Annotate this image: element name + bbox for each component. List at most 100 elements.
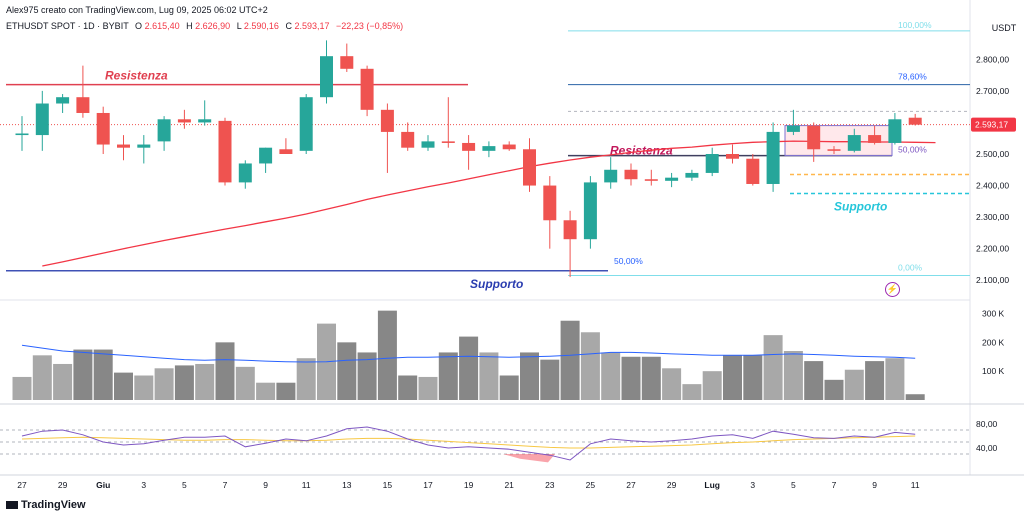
volume-bar	[885, 358, 905, 400]
volume-bar	[763, 335, 783, 400]
time-tick-label: 27	[17, 480, 27, 490]
candle-body	[523, 149, 536, 186]
candle-body	[340, 56, 354, 69]
volume-bar	[296, 358, 316, 400]
moving-average-line	[42, 140, 936, 267]
rsi-tick-label: 80,00	[976, 419, 998, 429]
volume-bar	[621, 356, 641, 400]
volume-bar	[256, 382, 276, 400]
volume-bar	[276, 382, 296, 400]
support-label-right: Supporto	[834, 199, 887, 213]
time-tick-label: 21	[504, 480, 514, 490]
candle-body	[76, 97, 90, 113]
candle-body	[380, 109, 394, 132]
candle-body	[786, 125, 800, 132]
candle-body	[441, 141, 455, 143]
volume-bar	[377, 310, 397, 400]
price-tick-label: 2.200,00	[976, 244, 1009, 254]
fib-label-100: 100,00%	[898, 20, 932, 30]
volume-bar	[865, 361, 885, 400]
volume-bar	[601, 352, 621, 400]
volume-bar	[174, 365, 194, 400]
volume-bar	[662, 368, 682, 400]
volume-bar	[398, 375, 418, 400]
candle-body	[462, 142, 476, 151]
price-tick-label: 2.800,00	[976, 54, 1009, 64]
currency-label: USDT	[992, 23, 1017, 33]
volume-bar	[783, 351, 803, 400]
volume-bar	[438, 352, 458, 400]
time-tick-label: 3	[141, 480, 146, 490]
open-label: O	[135, 21, 143, 31]
candle-body	[807, 125, 821, 150]
open-value: 2.615,40	[144, 21, 180, 31]
volume-bar	[235, 366, 255, 400]
volume-bar	[520, 352, 539, 400]
rsi-line	[21, 426, 916, 461]
symbol-label[interactable]: ETHUSDT SPOT · 1D · BYBIT	[6, 21, 129, 31]
time-tick-label: 5	[182, 480, 187, 490]
change-value: −22,23 (−0,85%)	[336, 21, 404, 31]
volume-bar	[154, 368, 174, 400]
candle-body	[827, 149, 841, 151]
volume-bar	[459, 336, 479, 400]
last-price-badge	[971, 117, 1016, 132]
close-value: 2.593,17	[294, 21, 330, 31]
volume-bar	[93, 349, 113, 400]
volume-bar	[723, 355, 742, 400]
candle-body	[746, 158, 760, 184]
candle-body	[320, 56, 333, 98]
time-tick-label: 7	[223, 480, 228, 490]
candle-body	[583, 182, 597, 240]
volume-bar	[540, 359, 560, 400]
candle-body	[908, 117, 922, 125]
candle-body	[137, 144, 151, 148]
time-tick-label: 7	[832, 480, 837, 490]
volume-bar	[12, 376, 32, 400]
time-tick-label: 13	[342, 480, 352, 490]
candle-body	[218, 120, 232, 183]
candle-body	[259, 147, 273, 164]
chart-author-line: Alex975 creato con TradingView.com, Lug …	[6, 5, 268, 15]
time-tick-label: 9	[872, 480, 877, 490]
candle-body	[299, 97, 313, 151]
volume-bar	[804, 361, 824, 400]
volume-bar	[743, 355, 763, 400]
volume-tick-label: 100 K	[982, 366, 1005, 376]
candle-body	[604, 169, 618, 183]
lightning-icon[interactable]: ⚡	[885, 282, 900, 297]
candle-body	[238, 163, 252, 183]
price-tick-label: 2.700,00	[976, 86, 1009, 96]
volume-bar	[702, 371, 722, 400]
time-tick-label: 11	[911, 480, 920, 490]
tradingview-logo[interactable]: TradingView	[6, 499, 86, 511]
candle-body	[421, 141, 435, 148]
candle-body	[177, 119, 191, 123]
resistance-label-mid: Resistenza	[610, 144, 673, 158]
fib-label-50-right: 50,00%	[898, 145, 927, 155]
volume-bar	[195, 363, 215, 400]
candle-body	[726, 154, 739, 159]
candle-body	[644, 179, 658, 181]
candle-body	[401, 131, 415, 148]
volume-bar	[499, 375, 519, 400]
candle-body	[705, 154, 719, 173]
candle-body	[624, 169, 638, 180]
volume-bar	[114, 372, 133, 400]
candle-body	[482, 146, 496, 151]
fib-label-50-left: 50,00%	[614, 256, 643, 266]
rsi-ma-line	[21, 435, 916, 449]
tradingview-logo-text: TradingView	[21, 499, 86, 511]
candle-body	[847, 135, 861, 151]
volume-bar	[357, 352, 377, 400]
candle-body	[360, 68, 374, 110]
volume-tick-label: 200 K	[982, 337, 1005, 347]
candle-body	[563, 220, 577, 240]
candle-body	[868, 135, 882, 143]
volume-bar	[337, 342, 357, 400]
price-tick-label: 2.300,00	[976, 212, 1009, 222]
rsi-oversold-fill	[503, 454, 555, 463]
volume-bar	[479, 352, 499, 400]
volume-bar	[682, 384, 702, 400]
